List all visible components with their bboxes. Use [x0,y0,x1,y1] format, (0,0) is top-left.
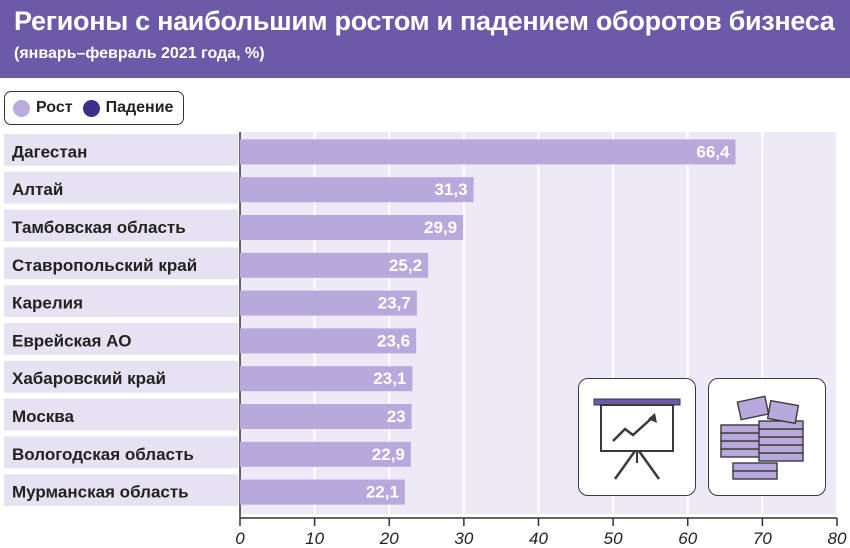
bar-value-label: 23,1 [373,369,406,388]
category-label-strip [4,134,238,166]
x-tick-label: 20 [379,529,399,548]
bar-value-label: 23,6 [377,331,410,350]
category-label-strip [4,209,238,242]
category-label: Ставропольский край [12,256,197,275]
category-label-strip [4,398,238,431]
bar-value-label: 25,2 [389,256,422,275]
category-label: Алтай [12,180,63,199]
category-label-strip [4,171,238,204]
bar-value-label: 23,7 [378,294,411,313]
bar [240,441,411,467]
legend-label-decline: Падение [105,99,174,116]
legend-item-decline: Падение [82,99,174,117]
category-label-strip [4,247,238,280]
category-label: Тамбовская область [12,218,186,237]
bar [240,328,417,354]
category-label-strip [4,285,238,317]
bar-value-label: 31,3 [434,180,467,199]
x-tick-label: 40 [529,529,548,548]
category-label: Москва [12,407,75,426]
x-tick-label: 0 [235,529,245,548]
bar-value-label: 22,9 [372,445,405,464]
category-label-strip [4,323,238,355]
chart-title: Регионы с наибольшим ростом и падением о… [14,6,835,36]
legend-dot-decline [82,99,100,117]
header-banner: Регионы с наибольшим ростом и падением о… [0,0,850,78]
category-label: Еврейская АО [12,331,131,350]
bar [240,177,474,203]
category-label: Карелия [12,294,83,313]
bar-value-label: 23 [387,407,406,426]
bar [240,290,417,316]
bar-value-label: 29,9 [424,218,457,237]
bar-value-label: 22,1 [366,483,399,502]
bar [240,479,405,505]
bar-value-label: 66,4 [696,142,730,161]
legend-item-growth: Рост [13,99,73,117]
category-label: Дагестан [12,142,87,161]
x-tick-label: 60 [678,529,697,548]
money-stacks-icon [720,395,804,480]
x-tick-label: 70 [753,529,772,548]
x-tick-label: 30 [454,529,473,548]
presentation-chart-icon [593,398,681,480]
bar [240,215,464,240]
bar [240,139,736,165]
presentation-chart-icon-box [578,378,696,496]
chart-subtitle: (январь–февраль 2021 года, %) [14,45,265,62]
category-label-strip [4,360,238,393]
legend: Рост Падение [4,91,185,125]
bar [240,252,429,278]
category-label-strip [4,474,238,506]
x-tick-label: 80 [828,529,847,548]
bar [240,366,413,392]
legend-label-growth: Рост [36,99,73,116]
x-tick-label: 10 [305,529,324,548]
x-tick-label: 50 [604,529,623,548]
category-label: Мурманская область [12,483,189,502]
category-label-strip [4,436,238,469]
money-stacks-icon-box [708,378,826,496]
category-label: Вологодская область [12,445,194,464]
bar [240,404,412,429]
legend-dot-growth [13,99,30,117]
category-label: Хабаровский край [12,369,166,388]
